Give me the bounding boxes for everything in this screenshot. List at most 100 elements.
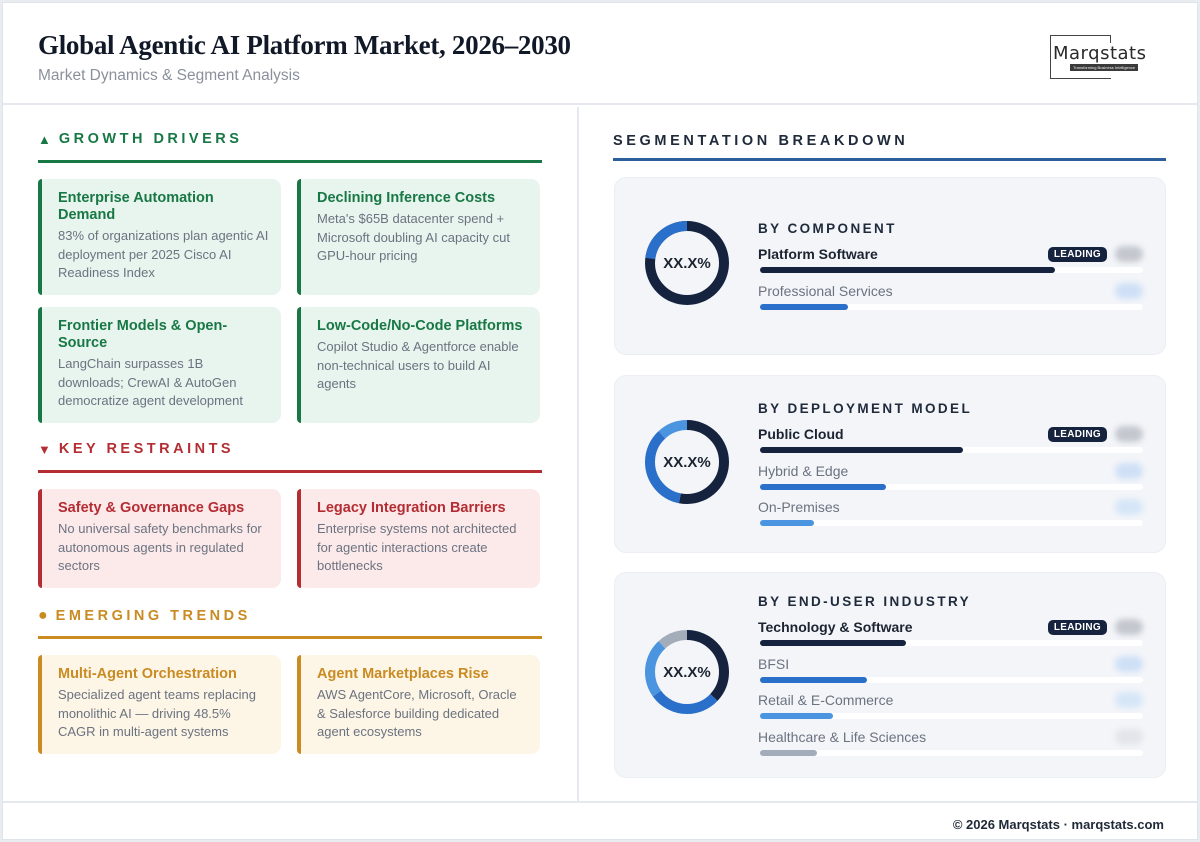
segmentation-heading: SEGMENTATION BREAKDOWN — [613, 133, 909, 149]
share-bar-fill — [760, 520, 814, 526]
segment-row: BFSI — [758, 655, 1143, 693]
blurred-value — [1115, 246, 1143, 262]
card-accent — [38, 307, 42, 423]
card-text: AWS AgentCore, Microsoft, Oracle & Sales… — [317, 687, 517, 739]
logo-tagline: Transforming Business Intelligence — [1070, 64, 1139, 71]
card-title: Agent Marketplaces Rise — [317, 666, 489, 682]
share-bar-track — [760, 749, 1143, 756]
trend-card: Agent Marketplaces Rise AWS AgentCore, M… — [297, 655, 540, 754]
driver-card: Low-Code/No-Code Platforms Copilot Studi… — [297, 307, 540, 423]
emerging-trends-heading: ● EMERGING TRENDS — [38, 607, 251, 624]
segment-row: On-Premises — [758, 499, 1143, 536]
segment-name: BY END-USER INDUSTRY — [758, 594, 972, 609]
donut-ring-icon — [645, 420, 729, 504]
blurred-value — [1115, 462, 1143, 479]
segment-row: Public Cloud LEADING — [758, 426, 1143, 463]
segment-row: Professional Services — [758, 282, 1143, 320]
driver-card: Declining Inference Costs Meta's $65B da… — [297, 179, 540, 295]
key-restraints-heading: ▼ KEY RESTRAINTS — [38, 441, 235, 457]
segment-card-industry: XX.X% BY END-USER INDUSTRY Technology & … — [614, 572, 1166, 778]
card-text: Enterprise systems not architected for a… — [317, 521, 517, 573]
footer-copyright: © 2026 Marqstats · marqstats.com — [952, 817, 1164, 832]
leading-badge: LEADING — [1047, 427, 1107, 442]
donut-center-label: XX.X% — [663, 254, 711, 272]
share-bar-track — [760, 713, 1143, 719]
card-accent — [38, 489, 42, 588]
share-bar-fill — [760, 749, 818, 756]
footer: © 2026 Marqstats · marqstats.com — [3, 801, 1197, 839]
segment-name: BY DEPLOYMENT MODEL — [758, 401, 973, 416]
leading-badge: LEADING — [1047, 247, 1107, 262]
share-bar-fill — [760, 267, 1055, 273]
segment-row: Healthcare & Life Sciences — [758, 728, 1143, 766]
donut-ring-icon — [645, 630, 729, 714]
blurred-value — [1115, 426, 1143, 442]
blurred-value — [1115, 499, 1143, 515]
share-bar-track — [760, 640, 1143, 646]
card-title: Multi-Agent Orchestration — [58, 666, 237, 682]
card-title: Enterprise Automation Demand — [58, 190, 214, 223]
card-text: Specialized agent teams replacing monoli… — [58, 687, 257, 739]
share-bar-track — [760, 267, 1143, 273]
marqstats-logo: Marqstats Transforming Business Intellig… — [1050, 35, 1166, 80]
blurred-value — [1115, 692, 1143, 708]
column-divider — [577, 107, 579, 803]
card-accent — [38, 655, 42, 754]
logo-wordmark: Marqstats — [1053, 43, 1150, 64]
card-title: Low-Code/No-Code Platforms — [317, 318, 523, 334]
donut-center-label: XX.X% — [663, 663, 711, 681]
driver-card: Enterprise Automation Demand 83% of orga… — [38, 179, 281, 295]
restraint-card: Legacy Integration Barriers Enterprise s… — [297, 489, 540, 588]
leading-badge: LEADING — [1047, 620, 1107, 635]
share-bar-track — [760, 303, 1143, 310]
segmentation-rule — [613, 158, 1166, 161]
share-bar-fill — [760, 303, 849, 310]
donut-center-label: XX.X% — [663, 453, 711, 471]
card-text: Meta's $65B datacenter spend + Microsoft… — [317, 211, 510, 263]
card-text: LangChain surpasses 1B downloads; CrewAI… — [58, 356, 244, 408]
segment-row: Platform Software LEADING — [758, 246, 1143, 283]
share-bar-fill — [760, 447, 963, 453]
share-bar-fill — [760, 640, 906, 646]
card-accent — [297, 489, 301, 588]
segment-row: Retail & E-Commerce — [758, 692, 1143, 729]
emerging-trends-rule — [38, 636, 542, 639]
triangle-up-icon: ▲ — [38, 131, 51, 147]
blurred-value — [1115, 282, 1143, 299]
page-subtitle: Market Dynamics & Segment Analysis — [38, 67, 300, 84]
driver-card: Frontier Models & Open-Source LangChain … — [38, 307, 281, 423]
card-accent — [38, 179, 42, 295]
logo-frame-icon — [1050, 35, 1111, 79]
card-text: Copilot Studio & Agentforce enable non-t… — [317, 339, 519, 391]
circle-icon: ● — [38, 607, 48, 624]
segment-list: BY COMPONENT Platform Software LEADING P… — [758, 221, 1143, 319]
page-title: Global Agentic AI Platform Market, 2026–… — [38, 30, 571, 60]
card-title: Safety & Governance Gaps — [58, 500, 245, 516]
card-text: No universal safety benchmarks for auton… — [58, 521, 262, 573]
card-text: 83% of organizations plan agentic AI dep… — [58, 228, 269, 280]
segment-name: BY COMPONENT — [758, 221, 897, 236]
segment-list: BY DEPLOYMENT MODEL Public Cloud LEADING… — [758, 401, 1143, 536]
header: Global Agentic AI Platform Market, 2026–… — [3, 3, 1197, 105]
key-restraints-rule — [38, 470, 542, 473]
share-bar-track — [760, 520, 1143, 526]
segment-row: Technology & Software LEADING — [758, 619, 1143, 656]
card-title: Declining Inference Costs — [317, 190, 496, 206]
segment-card-deployment: XX.X% BY DEPLOYMENT MODEL Public Cloud L… — [614, 375, 1166, 553]
triangle-down-icon: ▼ — [38, 441, 51, 457]
share-bar-fill — [760, 483, 887, 490]
donut-chart: XX.X% — [644, 629, 730, 715]
share-bar-fill — [760, 713, 833, 719]
share-bar-fill — [760, 676, 868, 683]
card-accent — [297, 655, 301, 754]
blurred-value — [1115, 655, 1143, 672]
segment-card-component: XX.X% BY COMPONENT Platform Software LEA… — [614, 177, 1166, 355]
share-bar-track — [760, 447, 1143, 453]
card-accent — [297, 179, 301, 295]
share-bar-track — [760, 676, 1143, 683]
segment-list: BY END-USER INDUSTRY Technology & Softwa… — [758, 594, 1143, 765]
card-title: Legacy Integration Barriers — [317, 500, 506, 516]
card-accent — [297, 307, 301, 423]
growth-drivers-rule — [38, 160, 542, 163]
